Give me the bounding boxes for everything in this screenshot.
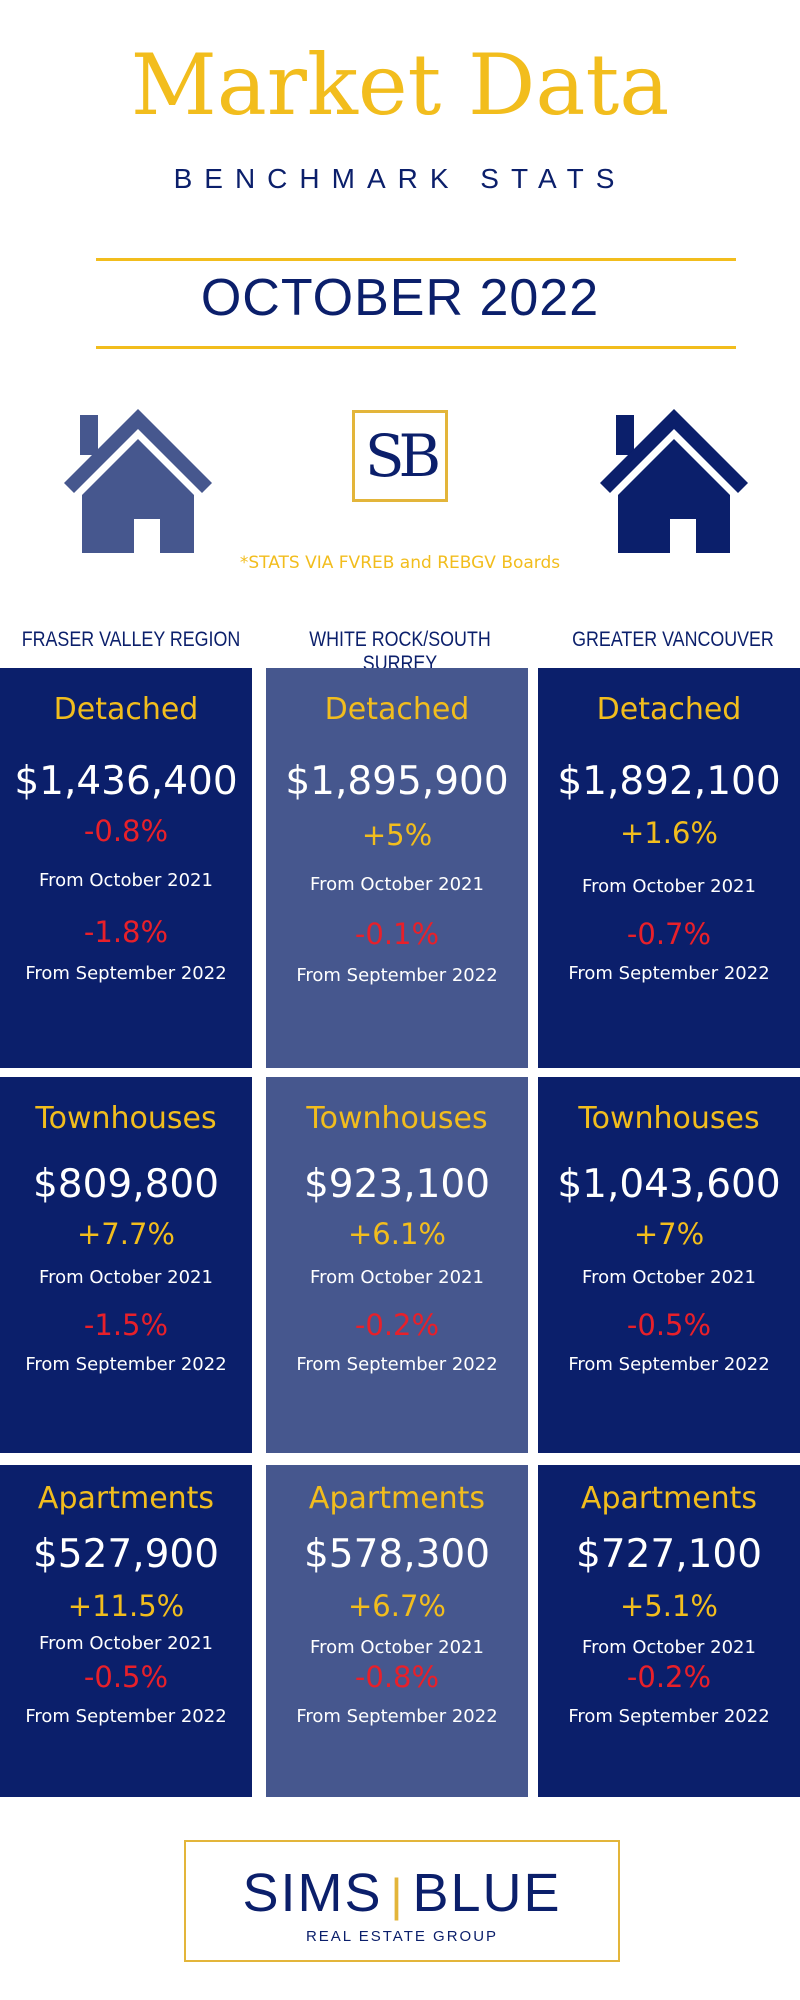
stat-card-whiterock-detached: Detached $1,895,900 +5% From October 202… [266, 668, 528, 1068]
benchmark-price: $1,895,900 [285, 759, 509, 804]
stat-card-fraser-apartments: Apartments $527,900 +11.5% From October … [0, 1465, 252, 1797]
page-subtitle: BENCHMARK STATS [173, 163, 627, 194]
page-title: Market Data [130, 36, 670, 134]
report-period: OCTOBER 2022 [200, 269, 600, 327]
region-header-greater-vancouver: GREATER VANCOUVER [572, 628, 774, 651]
yoy-change: -0.8% [83, 814, 169, 848]
benchmark-price: $1,043,600 [557, 1162, 781, 1207]
yoy-change: +7.7% [77, 1217, 175, 1251]
mom-change: -0.7% [626, 917, 712, 951]
house-icon [64, 409, 212, 553]
mom-label: From September 2022 [296, 1706, 498, 1727]
yoy-label: From October 2021 [310, 1637, 484, 1658]
yoy-label: From October 2021 [582, 876, 756, 897]
benchmark-price: $1,892,100 [557, 759, 781, 804]
yoy-label: From October 2021 [310, 874, 484, 895]
stat-card-whiterock-townhouses: Townhouses $923,100 +6.1% From October 2… [266, 1077, 528, 1453]
mom-change: -0.5% [83, 1660, 169, 1694]
top-divider [96, 258, 736, 261]
benchmark-price: $809,800 [32, 1162, 220, 1207]
yoy-change: +5% [361, 818, 433, 852]
yoy-change: +11.5% [67, 1589, 185, 1623]
property-type: Apartments [308, 1481, 486, 1516]
footer-logo-frame [184, 1840, 620, 1962]
property-type: Townhouses [35, 1101, 217, 1136]
mom-change: -1.5% [83, 1308, 169, 1342]
brand-name-left: SIMS [242, 1863, 383, 1923]
stat-card-fraser-detached: Detached $1,436,400 -0.8% From October 2… [0, 668, 252, 1068]
mom-change: -0.1% [354, 917, 440, 951]
region-header-fraser-valley: FRASER VALLEY REGION [21, 628, 241, 651]
property-type: Apartments [37, 1481, 215, 1516]
yoy-change: +1.6% [620, 816, 718, 850]
yoy-label: From October 2021 [39, 1633, 213, 1654]
source-note: *STATS VIA FVREB and REBGV Boards [239, 553, 561, 573]
house-icon [600, 409, 748, 553]
mom-label: From September 2022 [25, 1706, 227, 1727]
property-type: Detached [596, 692, 742, 727]
mom-label: From September 2022 [25, 963, 227, 984]
benchmark-price: $727,100 [575, 1532, 763, 1577]
brand-separator: | [390, 1869, 405, 1921]
mom-change: -0.5% [626, 1308, 712, 1342]
yoy-change: +6.7% [348, 1589, 446, 1623]
stat-card-vancouver-apartments: Apartments $727,100 +5.1% From October 2… [538, 1465, 800, 1797]
yoy-label: From October 2021 [39, 1267, 213, 1288]
benchmark-price: $923,100 [303, 1162, 491, 1207]
brand-name: SIMS | BLUE [184, 1862, 620, 1924]
mom-label: From September 2022 [568, 963, 770, 984]
mom-label: From September 2022 [25, 1354, 227, 1375]
mom-label: From September 2022 [296, 965, 498, 986]
bottom-divider [96, 346, 736, 349]
stat-card-whiterock-apartments: Apartments $578,300 +6.7% From October 2… [266, 1465, 528, 1797]
yoy-change: +5.1% [620, 1589, 718, 1623]
mom-change: -0.2% [626, 1660, 712, 1694]
property-type: Townhouses [306, 1101, 488, 1136]
mom-change: -1.8% [83, 915, 169, 949]
yoy-label: From October 2021 [310, 1267, 484, 1288]
property-type: Detached [324, 692, 470, 727]
property-type: Detached [53, 692, 199, 727]
stat-card-fraser-townhouses: Townhouses $809,800 +7.7% From October 2… [0, 1077, 252, 1453]
yoy-change: +7% [633, 1217, 705, 1251]
mom-change: -0.8% [354, 1660, 440, 1694]
benchmark-price: $578,300 [303, 1532, 491, 1577]
brand-name-right: BLUE [412, 1863, 562, 1923]
benchmark-price: $527,900 [32, 1532, 220, 1577]
brand-tagline: REAL ESTATE GROUP [305, 1928, 499, 1945]
mom-label: From September 2022 [568, 1354, 770, 1375]
benchmark-price: $1,436,400 [14, 759, 238, 804]
yoy-label: From October 2021 [582, 1637, 756, 1658]
property-type: Townhouses [578, 1101, 760, 1136]
mom-label: From September 2022 [568, 1706, 770, 1727]
sb-logo: SB [352, 410, 448, 502]
mom-label: From September 2022 [296, 1354, 498, 1375]
yoy-label: From October 2021 [39, 870, 213, 891]
stat-card-vancouver-detached: Detached $1,892,100 +1.6% From October 2… [538, 668, 800, 1068]
property-type: Apartments [580, 1481, 758, 1516]
stat-card-vancouver-townhouses: Townhouses $1,043,600 +7% From October 2… [538, 1077, 800, 1453]
yoy-change: +6.1% [348, 1217, 446, 1251]
mom-change: -0.2% [354, 1308, 440, 1342]
yoy-label: From October 2021 [582, 1267, 756, 1288]
